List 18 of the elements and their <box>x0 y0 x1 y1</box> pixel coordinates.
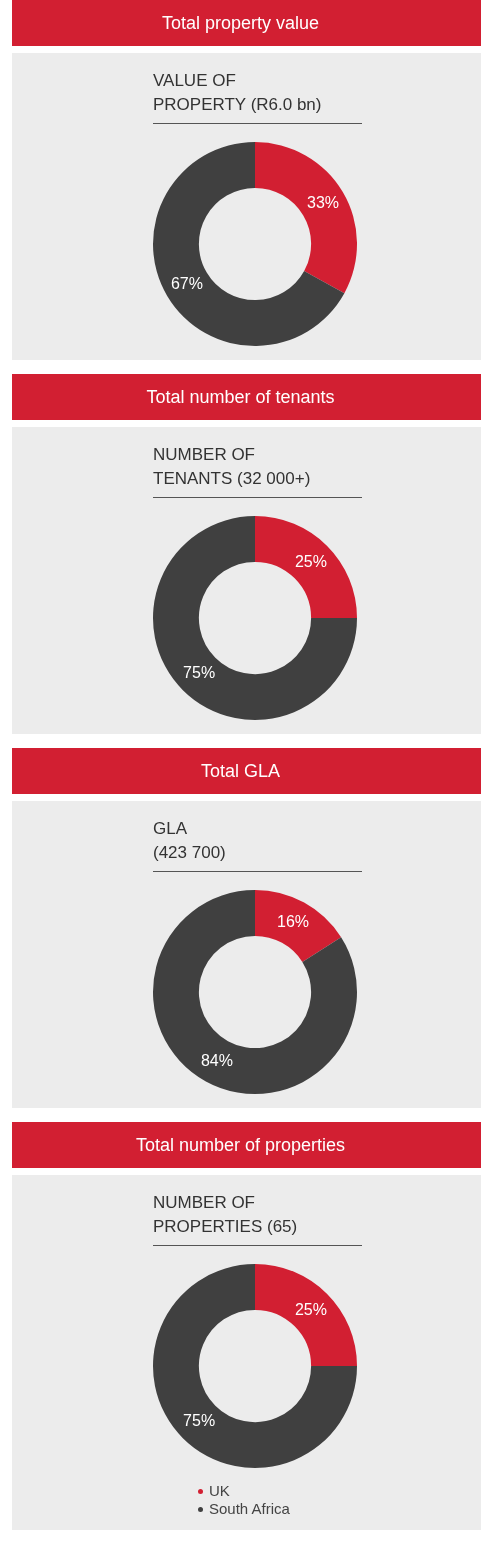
chart-subtitle: GLA (423 700) <box>153 817 362 872</box>
chart-title: Total number of properties <box>12 1122 481 1168</box>
chart-subtitle: VALUE OF PROPERTY (R6.0 bn) <box>153 69 362 124</box>
legend-label: South Africa <box>209 1500 290 1518</box>
chart-subtitle: NUMBER OF TENANTS (32 000+) <box>153 443 362 498</box>
data-label: 75% <box>183 1412 216 1430</box>
data-label: 16% <box>277 913 310 931</box>
data-label: 67% <box>170 274 203 292</box>
legend-label: UK <box>209 1482 230 1500</box>
data-label: 25% <box>294 1300 327 1318</box>
data-label: 84% <box>200 1051 233 1069</box>
chart-title: Total property value <box>12 0 481 46</box>
data-label: 25% <box>294 552 327 570</box>
chart-title: Total number of tenants <box>12 374 481 420</box>
data-label: 33% <box>307 194 340 212</box>
chart-subtitle: NUMBER OF PROPERTIES (65) <box>153 1191 362 1246</box>
data-label: 75% <box>183 664 216 682</box>
chart-title: Total GLA <box>12 748 481 794</box>
